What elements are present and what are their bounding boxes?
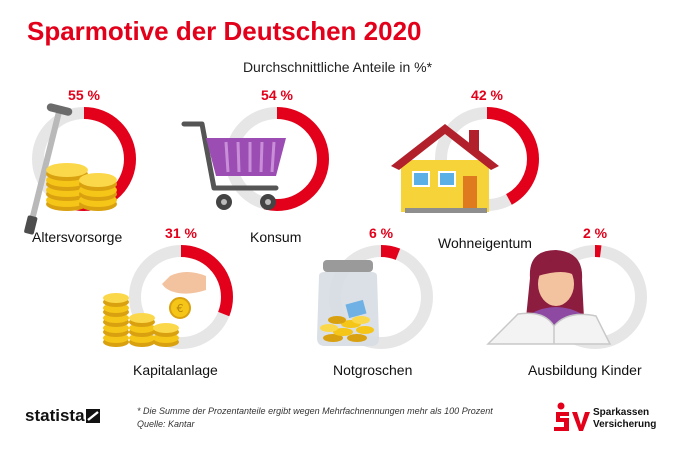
- category-label-ausbildung-kinder: Ausbildung Kinder: [528, 362, 642, 378]
- value-label-notgroschen: 6 %: [368, 225, 394, 241]
- category-label-konsum: Konsum: [250, 229, 302, 245]
- cane-coins-icon: [24, 103, 117, 235]
- coin-jar-icon: [317, 260, 379, 346]
- sparkassen-versicherung-logo-icon: [554, 402, 590, 431]
- sv-brand-text: Sparkassen Versicherung: [593, 407, 656, 431]
- donut-arc-kapitalanlage: [129, 245, 233, 349]
- value-label-konsum: 54 %: [261, 87, 293, 103]
- chart-title: Sparmotive der Deutschen 2020: [27, 16, 422, 46]
- category-label-kapitalanlage: Kapitalanlage: [133, 362, 218, 378]
- sv-brand-line1: Sparkassen: [593, 407, 650, 418]
- value-label-ausbildung-kinder: 2 %: [582, 225, 608, 241]
- statista-mark-icon: [86, 409, 100, 423]
- donut-arc-konsum: [225, 107, 329, 211]
- sv-brand-line2: Versicherung: [593, 419, 657, 430]
- statista-logo: statista: [25, 406, 85, 425]
- shopping-cart-icon: [181, 121, 286, 210]
- footnote: * Die Summe der Prozentanteile ergibt we…: [137, 405, 493, 431]
- girl-reading-icon: [486, 250, 612, 345]
- category-label-altersvorsorge: Altersvorsorge: [32, 229, 123, 245]
- donut-arc-ausbildung-kinder: [543, 245, 647, 349]
- hand-coins-icon: €: [103, 272, 206, 347]
- donut-ring-kapitalanlage: [129, 245, 233, 349]
- value-label-wohneigentum: 42 %: [471, 87, 503, 103]
- category-label-wohneigentum: Wohneigentum: [438, 235, 532, 251]
- footnote-text: * Die Summe der Prozentanteile ergibt we…: [137, 406, 493, 416]
- house-icon: [391, 124, 499, 213]
- value-label-kapitalanlage: 31 %: [165, 225, 197, 241]
- donut-arc-wohneigentum: [435, 107, 539, 211]
- value-label-altersvorsorge: 55 %: [68, 87, 100, 103]
- source-text: Quelle: Kantar: [137, 419, 195, 429]
- chart-subtitle: Durchschnittliche Anteile in %*: [242, 59, 433, 75]
- svg-text:€: €: [177, 302, 184, 315]
- donut-arc-notgroschen: [329, 245, 433, 349]
- category-label-notgroschen: Notgroschen: [333, 362, 413, 378]
